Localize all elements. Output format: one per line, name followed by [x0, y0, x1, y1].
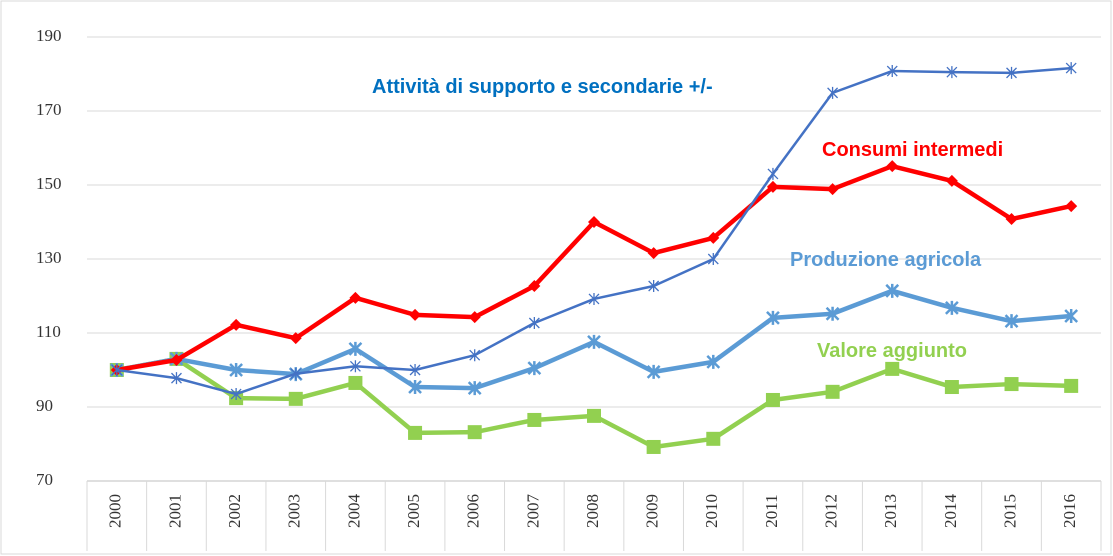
marker [886, 65, 898, 78]
marker [349, 360, 361, 373]
marker [827, 86, 839, 99]
x-tick-label: 2003 [285, 494, 304, 528]
marker [885, 361, 900, 376]
x-tick-label: 2002 [225, 494, 244, 528]
x-tick-label: 2004 [344, 494, 363, 529]
marker [766, 180, 779, 193]
x-tick-label: 2007 [523, 494, 542, 529]
marker [409, 308, 422, 321]
series-label: Attività di supporto e secondarie +/- [372, 76, 713, 98]
marker [707, 231, 720, 244]
marker [648, 280, 660, 293]
series-label: Valore aggiunto [817, 340, 968, 362]
marker [348, 375, 363, 390]
marker [230, 318, 243, 331]
x-tick-label: 2010 [702, 494, 721, 528]
y-tick-label: 170 [36, 100, 62, 119]
marker [469, 349, 481, 362]
marker [588, 292, 600, 305]
marker [1064, 378, 1079, 393]
x-tick-label: 2000 [106, 494, 125, 528]
marker [825, 306, 840, 321]
marker [348, 341, 363, 356]
marker [886, 160, 899, 173]
marker [825, 384, 840, 399]
marker [946, 66, 958, 79]
marker [528, 317, 540, 330]
marker [408, 380, 422, 395]
marker [765, 392, 780, 407]
x-tick-label: 2014 [941, 494, 960, 529]
marker [170, 354, 183, 367]
marker [289, 332, 302, 345]
marker [646, 439, 661, 454]
y-tick-label: 110 [36, 322, 61, 341]
marker [1064, 308, 1079, 323]
x-tick-label: 2009 [643, 494, 662, 528]
marker [587, 408, 601, 423]
marker [1065, 200, 1078, 213]
x-tick-label: 2012 [821, 494, 840, 528]
marker [467, 381, 482, 396]
marker [111, 364, 123, 376]
y-tick-label: 150 [36, 174, 62, 193]
marker [647, 247, 660, 260]
x-tick-label: 2005 [404, 494, 423, 528]
marker [588, 216, 600, 228]
x-tick-label: 2016 [1060, 494, 1079, 528]
marker [290, 367, 302, 380]
marker [706, 354, 721, 369]
marker [1065, 62, 1077, 75]
marker [528, 280, 541, 293]
marker [409, 364, 421, 376]
marker [171, 372, 182, 385]
marker [229, 363, 244, 377]
marker [1006, 66, 1017, 79]
marker [230, 388, 242, 401]
marker [1004, 377, 1019, 392]
x-tick-label: 2008 [583, 494, 602, 528]
y-tick-label: 90 [36, 396, 53, 415]
marker [1004, 314, 1019, 329]
marker [467, 425, 482, 440]
marker [766, 310, 780, 325]
marker [527, 361, 542, 376]
marker [527, 412, 542, 427]
marker [1005, 213, 1018, 226]
marker [349, 291, 362, 304]
x-tick-label: 2015 [1000, 494, 1019, 528]
marker [944, 380, 959, 395]
marker [587, 334, 601, 349]
series-label: Produzione agricola [790, 249, 982, 271]
marker [646, 364, 661, 379]
marker [707, 253, 719, 265]
marker [767, 167, 779, 180]
x-tick-label: 2011 [762, 494, 781, 527]
marker [944, 300, 959, 315]
marker [885, 283, 900, 298]
marker [706, 431, 721, 446]
marker [826, 183, 839, 196]
marker [468, 311, 481, 324]
x-tick-label: 2001 [165, 494, 184, 528]
y-tick-label: 130 [36, 248, 62, 267]
x-tick-label: 2013 [881, 494, 900, 528]
marker [288, 391, 303, 406]
marker [945, 174, 958, 187]
y-tick-label: 70 [36, 470, 53, 489]
x-tick-label: 2006 [464, 494, 483, 528]
marker [408, 425, 423, 440]
series-label: Consumi intermedi [822, 139, 1004, 161]
y-tick-label: 190 [36, 26, 62, 45]
